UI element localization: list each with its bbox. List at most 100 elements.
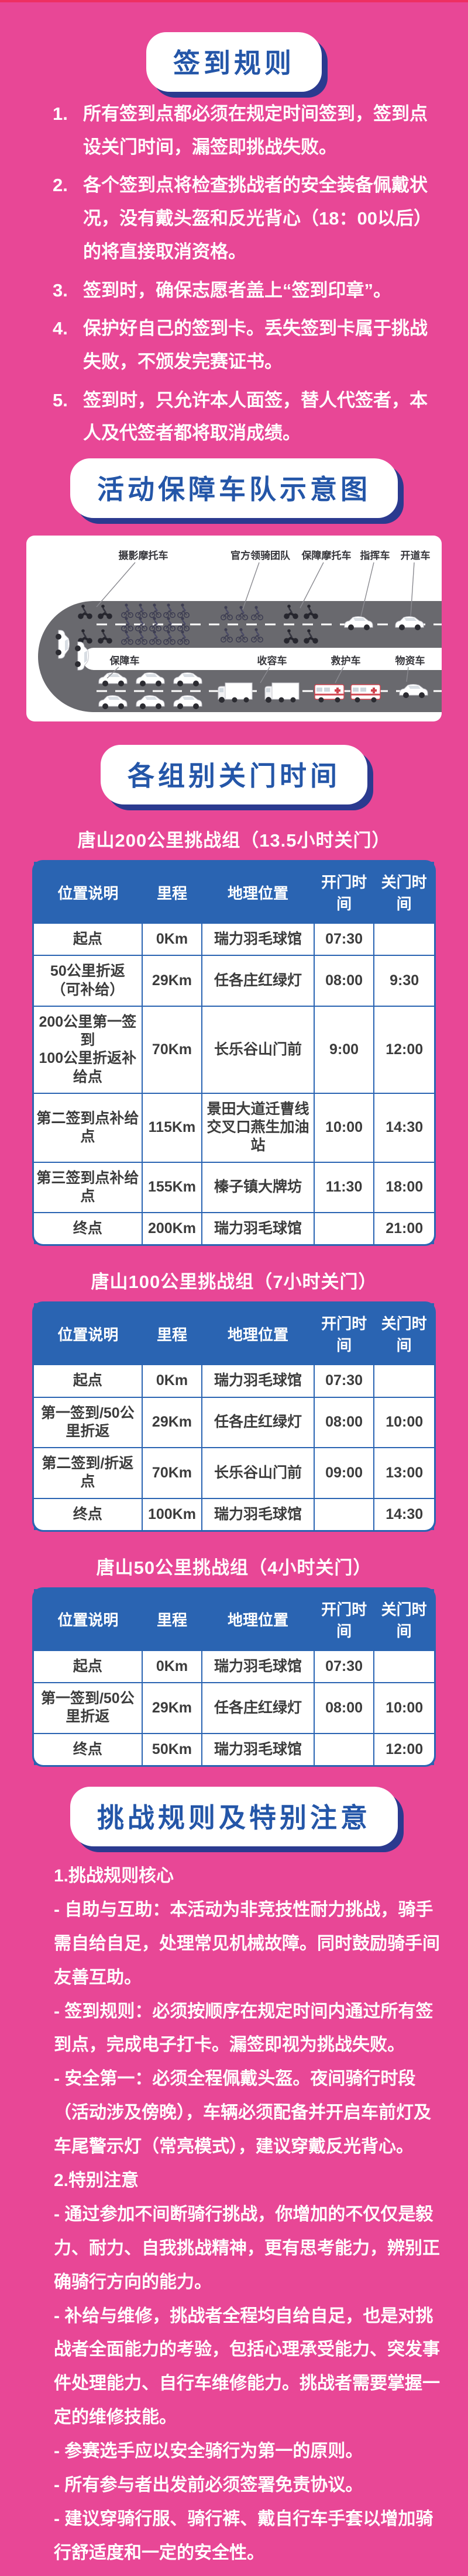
table-row: 起点 0Km 瑞力羽毛球馆 07:30 [34,1364,434,1398]
table-header-cell: 关门时间 [374,1303,434,1365]
table-header-cell: 里程 [142,1589,202,1650]
table-header-cell: 位置说明 [34,862,142,924]
table-header-cell: 开门时间 [314,862,374,924]
checkin-rules-title-badge: 签到规则 [146,32,322,92]
table-cell: 0Km [141,1649,203,1684]
checkin-rule-item: 2. 各个签到点将检查挑战者的安全装备佩戴状况，没有戴头盔和反光背心（18：00以… [53,169,440,268]
closing-table-subtitle: 唐山50公里挑战组（4小时关门） [96,1557,372,1578]
table-cell: 起点 [34,1649,143,1684]
table-cell: 第二签到/折返点 [34,1447,143,1499]
table-cell: 9:00 [313,1005,375,1094]
closing-table: 位置说明 里程 地理位置 开门时间 关门时间 起点 0Km 瑞力羽毛球馆 07:30 50公里折返… [34,862,434,1245]
fleet-diagram-panel: 摄影摩托车 官方领骑团队 保障摩托车 指挥车 开道车 保障车 收容车 救护车 物… [26,536,442,722]
table-row: 第二签到/折返点 70Km 长乐谷山门前 09:00 13:00 [34,1447,434,1499]
checkin-rule-number: 1. [53,103,68,124]
table-cell: 07:30 [313,1649,375,1684]
label-command-car: 指挥车 [360,550,390,561]
table-cell: 21:00 [373,1212,434,1245]
table-row: 起点 0Km 瑞力羽毛球馆 07:30 [34,923,434,956]
closing-table-subtitle: 唐山100公里挑战组（7小时关门） [91,1272,377,1293]
table-cell: 起点 [34,1364,143,1398]
table-cell: 10:00 [313,1092,375,1163]
table-row: 第三签到点补给点 155Km 榛子镇大牌坊 11:30 18:00 [34,1161,434,1214]
table-cell: 70Km [141,1447,203,1499]
table-cell: 瑞力羽毛球馆 [201,1649,315,1684]
table-cell: 终点 [34,1497,143,1530]
table-cell: 115Km [141,1092,203,1163]
checkin-rule-text: 签到时，只允许本人面签，替人代签者，本人及代签者都将取消成绩。 [83,389,428,444]
checkin-rule-number: 4. [53,318,68,339]
checkin-rule-number: 5. [53,389,68,410]
table-header-cell: 开门时间 [314,1589,374,1650]
table-row: 第一签到/50公里折返 29Km 任各庄红绿灯 08:00 10:00 [34,1682,434,1734]
table-header-cell: 关门时间 [374,862,434,924]
rules-paragraph: - 补给与维修，挑战者全程均自给自足，也是对挑战者全面能力的考验，包括心理承受能… [54,2306,440,2427]
table-cell: 任各庄红绿灯 [201,1396,315,1449]
table-cell: 9:30 [373,955,434,1007]
checkin-rule-number: 3. [53,279,68,301]
table-cell: 08:00 [313,1396,375,1449]
table-row: 终点 200Km 瑞力羽毛球馆 21:00 [34,1212,434,1245]
table-cell: 29Km [141,955,203,1007]
rules-paragraph: - 签到规则：必须按顺序在规定时间内通过所有签到点，完成电子打卡。漏签即视为挑战… [54,2001,433,2055]
table-row: 终点 50Km 瑞力羽毛球馆 12:00 [34,1732,434,1765]
table-header-cell: 开门时间 [314,1303,374,1365]
checkin-rules-list: 1. 所有签到点都必须在规定时间签到，签到点设关门时间，漏签即挑战失败。 2. 各个签… [53,98,440,450]
table-cell: 瑞力羽毛球馆 [201,1497,315,1530]
rules-paragraph: - 自助与互助：本活动为非竞技性耐力挑战，骑手需自给自足，处理常见机械故障。同时… [54,1900,440,1987]
table-header-cell: 里程 [142,1303,202,1365]
table-cell: 瑞力羽毛球馆 [201,1212,315,1245]
table-row: 第一签到/50公里折返 29Km 任各庄红绿灯 08:00 10:00 [34,1396,434,1449]
table-cell: 155Km [141,1161,203,1214]
closing-table-wrapper: 位置说明 里程 地理位置 开门时间 关门时间 起点 0Km 瑞力羽毛球馆 07:30 第一签到/5… [32,1301,436,1532]
checkin-rule-text: 各个签到点将检查挑战者的安全装备佩戴状况，没有戴头盔和反光背心（18：00以后）… [83,175,432,262]
section-checkin-rules: 签到规则 1. 所有签到点都必须在规定时间签到，签到点设关门时间，漏签即挑战失败。… [0,32,468,450]
label-lead-team: 官方领骑团队 [230,550,291,561]
table-cell: 18:00 [373,1161,434,1214]
table-cell: 14:30 [373,1497,434,1530]
table-cell: 12:00 [373,1005,434,1094]
table-cell [373,1364,434,1398]
table-cell: 50Km [141,1732,203,1765]
section-fleet-diagram: 活动保障车队示意图 [0,458,468,722]
section-challenge-rules: 挑战规则及特别注意 1.挑战规则核心 - 自助与互助：本活动为非竞技性耐力挑战，骑… [0,1786,468,2576]
fleet-diagram-title-badge: 活动保障车队示意图 [70,458,398,519]
closing-table-wrapper: 位置说明 里程 地理位置 开门时间 关门时间 起点 0Km 瑞力羽毛球馆 07:30 50公里折返… [32,860,436,1246]
rules-paragraph: 2.特别注意 [54,2170,139,2190]
rules-paragraph: 1.挑战规则核心 [54,1866,174,1886]
label-photo-motorcycle: 摄影摩托车 [119,550,168,561]
table-row: 50公里折返（可补给） 29Km 任各庄红绿灯 08:00 9:30 [34,955,434,1007]
table-cell: 瑞力羽毛球馆 [201,923,315,956]
table-cell: 瑞力羽毛球馆 [201,1732,315,1765]
table-cell: 榛子镇大牌坊 [201,1161,315,1214]
label-support-motorcycle: 保障摩托车 [301,550,352,561]
table-cell: 终点 [34,1732,143,1765]
table-cell: 长乐谷山门前 [201,1005,315,1094]
closing-table-subtitle: 唐山200公里挑战组（13.5小时关门） [77,830,391,851]
table-cell: 07:30 [313,1364,375,1398]
table-header-cell: 地理位置 [202,862,314,924]
table-cell: 0Km [141,923,203,956]
checkin-rule-item: 4. 保护好自己的签到卡。丢失签到卡属于挑战失败，不颁发完赛证书。 [53,312,440,378]
table-header-cell: 位置说明 [34,1589,142,1650]
table-cell: 任各庄红绿灯 [201,1682,315,1734]
table-cell: 70Km [141,1005,203,1094]
table-cell: 瑞力羽毛球馆 [201,1364,315,1398]
table-cell [373,923,434,956]
closing-table: 位置说明 里程 地理位置 开门时间 关门时间 起点 0Km 瑞力羽毛球馆 07:30 第一签到/5… [34,1589,434,1765]
challenge-rules-title-badge: 挑战规则及特别注意 [70,1786,398,1846]
table-cell: 14:30 [373,1092,434,1163]
table-cell: 第二签到点补给点 [34,1092,143,1163]
top-edge-strip [0,0,468,2]
table-row: 终点 100Km 瑞力羽毛球馆 14:30 [34,1497,434,1530]
label-broom-truck: 收容车 [257,655,287,667]
table-header-cell: 位置说明 [34,1303,142,1365]
table-cell [313,1732,375,1765]
checkin-rule-item: 3. 签到时，确保志愿者盖上“签到印章”。 [53,274,440,308]
table-cell: 第三签到点补给点 [34,1161,143,1214]
table-cell: 第一签到/50公里折返 [34,1396,143,1449]
table-cell [313,1212,375,1245]
label-pointer-lines [96,562,415,683]
label-road-opening-car: 开道车 [401,550,431,561]
